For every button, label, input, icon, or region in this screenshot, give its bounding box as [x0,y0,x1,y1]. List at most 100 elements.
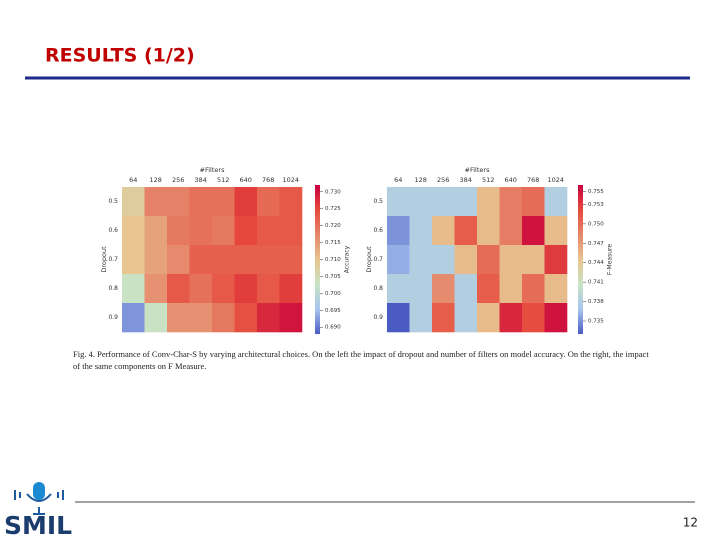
x-tick-label: 256 [172,176,184,184]
heatmap-cell [387,216,410,246]
colorbar-tick-label: 0.720 [325,223,341,229]
heatmap-cell [432,245,455,275]
heatmap-cell [167,216,190,246]
colorbar-tick-label: 0.695 [325,308,341,314]
heatmap-cell [279,245,303,275]
colorbar-tick-label: 0.705 [325,274,341,280]
heatmap-cell [144,303,168,333]
heatmap-cell [189,245,213,275]
colorbar-tick-label: 0.753 [588,202,604,208]
colorbar-tick-label: 0.715 [325,240,341,246]
x-tick-label: 1024 [282,176,299,184]
heatmap-cell [387,274,410,304]
heatmap-cell [454,303,478,333]
colorbar-tick-label: 0.735 [588,319,604,325]
heatmap-cell [257,216,280,246]
heatmap-cell [454,216,478,246]
heatmap-cell [257,303,280,333]
colorbar-tick-label: 0.690 [325,325,341,331]
heatmap-cell [477,303,500,333]
colorbar-tick-label: 0.710 [325,257,341,263]
heatmap-cell [279,303,303,333]
heatmap-cell [122,303,145,333]
heatmap-cell [234,245,258,275]
heatmap-cell [387,245,410,275]
heatmap-cell [544,245,568,275]
colorbar-tick-label: 0.700 [325,291,341,297]
heatmap-cell [122,216,145,246]
heatmap-cell [522,303,545,333]
x-tick-label: 384 [460,176,472,184]
heatmap-cell [257,274,280,304]
heatmap-cell [477,245,500,275]
heatmap-cell [144,187,168,217]
y-tick-label: 0.8 [108,285,118,292]
colorbar-label: F-Measure [607,244,614,275]
colorbar-tick-label: 0.730 [325,189,341,195]
heatmap-cell [212,303,235,333]
heatmap-cell [122,274,145,304]
heatmap-cell [189,274,213,304]
heatmap-cell [477,274,500,304]
heatmap-cell [544,303,568,333]
colorbar [315,185,320,334]
heatmap-cell [189,303,213,333]
heatmap-cell [499,216,523,246]
y-tick-label: 0.5 [108,198,118,205]
heatmap-cell [454,245,478,275]
heatmap-cell [234,303,258,333]
heatmap-cell [499,245,523,275]
y-tick-label: 0.5 [373,198,383,205]
heatmap-cell [279,187,303,217]
colorbar-tick-label: 0.755 [588,189,604,195]
heatmap-cell [122,245,145,275]
heatmap-cell [454,187,478,217]
heatmap-cell [144,216,168,246]
heatmap-cell [522,274,545,304]
x-tick-label: 64 [129,176,137,184]
heatmap-cell [189,216,213,246]
heatmap-cell [234,187,258,217]
logo-icon [14,482,64,515]
x-tick-label: 640 [505,176,517,184]
colorbar-tick-label: 0.744 [588,260,604,266]
heatmap-cell [257,187,280,217]
heatmap-cell [409,216,433,246]
heatmap-cell [279,274,303,304]
page-number: 12 [683,516,698,530]
colorbar [578,185,583,334]
heatmap-cell [477,187,500,217]
colorbar-tick-label: 0.741 [588,280,604,286]
heatmap-cell [499,303,523,333]
y-axis-label: Dropout [100,246,108,273]
x-tick-label: 768 [262,176,274,184]
x-tick-label: 640 [240,176,252,184]
heatmap-cell [212,187,235,217]
heatmap-cell [189,187,213,217]
y-tick-label: 0.8 [373,285,383,292]
x-axis-label: #Filters [465,166,491,174]
heatmap-cell [409,187,433,217]
x-tick-label: 512 [217,176,229,184]
heatmap-cell [144,245,168,275]
heatmap-cell [167,245,190,275]
x-tick-label: 64 [394,176,402,184]
heatmap-cell [409,274,433,304]
heatmap-cell [544,216,568,246]
y-axis-label: Dropout [365,246,373,273]
heatmap-cell [409,245,433,275]
heatmap-cell [544,274,568,304]
heatmap-cell [167,303,190,333]
y-tick-label: 0.6 [108,227,118,234]
x-tick-label: 128 [150,176,162,184]
heatmap-cell [522,187,545,217]
x-tick-label: 256 [437,176,449,184]
x-tick-label: 1024 [547,176,564,184]
colorbar-tick-label: 0.738 [588,299,604,305]
heatmap-cell [212,245,235,275]
colorbar-label: Accuracy [344,245,351,273]
heatmap-cell [409,303,433,333]
heatmap-cell [212,274,235,304]
